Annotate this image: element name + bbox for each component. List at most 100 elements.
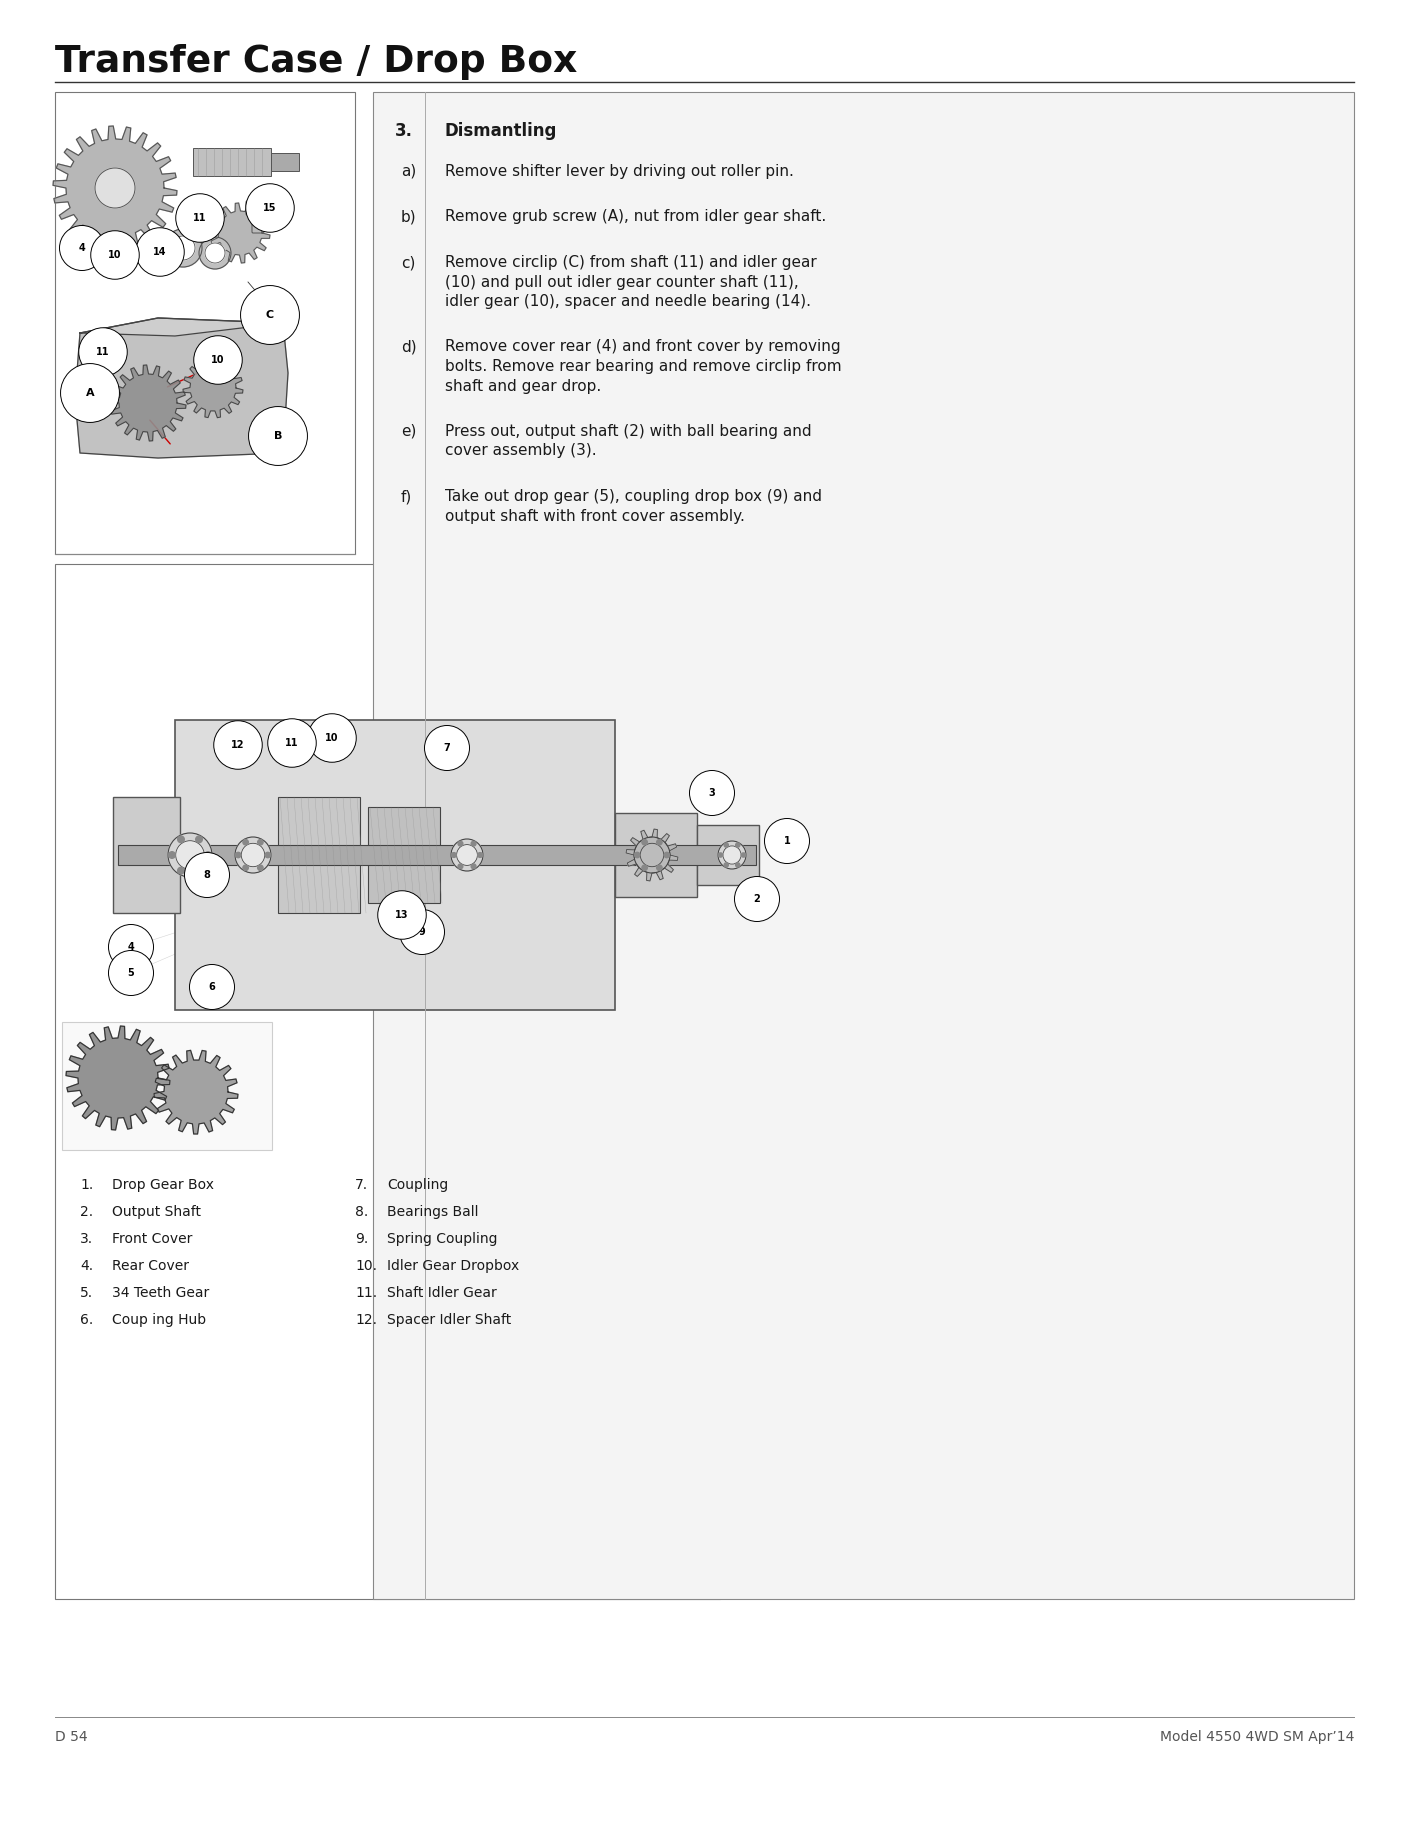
Circle shape	[735, 864, 740, 867]
Text: Transfer Case / Drop Box: Transfer Case / Drop Box	[55, 44, 578, 80]
Text: 14: 14	[154, 248, 166, 257]
Text: 10: 10	[108, 250, 121, 261]
Text: 10: 10	[211, 355, 225, 364]
Circle shape	[451, 853, 457, 858]
FancyBboxPatch shape	[113, 796, 180, 913]
Circle shape	[723, 845, 741, 864]
Circle shape	[657, 865, 662, 871]
Text: 1.: 1.	[80, 1179, 93, 1192]
Circle shape	[719, 842, 745, 869]
Circle shape	[657, 840, 662, 845]
Circle shape	[471, 842, 476, 845]
Polygon shape	[110, 364, 186, 441]
Text: e): e)	[402, 425, 417, 439]
Circle shape	[643, 865, 647, 871]
Circle shape	[204, 242, 225, 262]
Text: bolts. Remove rear bearing and remove circlip from: bolts. Remove rear bearing and remove ci…	[445, 359, 841, 374]
Text: Bearings Ball: Bearings Ball	[387, 1204, 479, 1219]
FancyBboxPatch shape	[62, 1022, 272, 1150]
FancyBboxPatch shape	[55, 91, 355, 554]
Circle shape	[196, 836, 203, 844]
Text: c): c)	[402, 255, 416, 270]
Text: Coup ing Hub: Coup ing Hub	[111, 1314, 206, 1326]
Text: Remove shifter lever by driving out roller pin.: Remove shifter lever by driving out roll…	[445, 164, 793, 179]
Circle shape	[258, 865, 263, 871]
Circle shape	[176, 840, 204, 869]
Text: 7.: 7.	[355, 1179, 368, 1192]
Text: d): d)	[402, 339, 417, 355]
FancyBboxPatch shape	[373, 91, 1354, 1600]
Polygon shape	[210, 202, 271, 262]
Text: 2.: 2.	[80, 1204, 93, 1219]
Text: Front Cover: Front Cover	[111, 1232, 193, 1246]
Circle shape	[643, 840, 647, 845]
Text: Remove grub screw (A), nut from idler gear shaft.: Remove grub screw (A), nut from idler ge…	[445, 210, 826, 224]
Circle shape	[258, 840, 263, 845]
Polygon shape	[66, 1026, 170, 1130]
Text: Spacer Idler Shaft: Spacer Idler Shaft	[387, 1314, 511, 1326]
Text: Press out, output shaft (2) with ball bearing and: Press out, output shaft (2) with ball be…	[445, 425, 812, 439]
Text: Take out drop gear (5), coupling drop box (9) and: Take out drop gear (5), coupling drop bo…	[445, 488, 821, 505]
Circle shape	[741, 853, 745, 856]
Text: a): a)	[402, 164, 416, 179]
Circle shape	[169, 851, 175, 858]
Polygon shape	[154, 1049, 238, 1133]
Circle shape	[640, 844, 664, 867]
Text: Idler Gear Dropbox: Idler Gear Dropbox	[387, 1259, 520, 1274]
Text: 13: 13	[396, 909, 409, 920]
Circle shape	[168, 833, 211, 876]
Text: 8: 8	[203, 869, 210, 880]
Text: Coupling: Coupling	[387, 1179, 448, 1192]
Circle shape	[178, 836, 185, 844]
Text: 4: 4	[128, 942, 134, 953]
Circle shape	[458, 842, 462, 845]
Text: 10.: 10.	[355, 1259, 378, 1274]
Text: Output Shaft: Output Shaft	[111, 1204, 201, 1219]
Circle shape	[664, 853, 669, 858]
FancyBboxPatch shape	[697, 825, 759, 885]
Text: 6.: 6.	[80, 1314, 93, 1326]
Text: 11: 11	[193, 213, 207, 222]
Text: output shaft with front cover assembly.: output shaft with front cover assembly.	[445, 508, 745, 523]
Text: 3.: 3.	[80, 1232, 93, 1246]
FancyBboxPatch shape	[252, 219, 263, 233]
Circle shape	[170, 237, 194, 261]
Text: 12: 12	[231, 740, 245, 751]
Text: 4.: 4.	[80, 1259, 93, 1274]
Circle shape	[242, 865, 248, 871]
Circle shape	[457, 845, 478, 865]
Text: D 54: D 54	[55, 1731, 87, 1744]
Circle shape	[235, 836, 271, 873]
Text: cover assembly (3).: cover assembly (3).	[445, 443, 596, 459]
Text: 11.: 11.	[355, 1286, 378, 1301]
Circle shape	[242, 840, 248, 845]
Text: 3: 3	[709, 787, 716, 798]
Circle shape	[204, 851, 211, 858]
Text: 10: 10	[325, 732, 338, 743]
Circle shape	[478, 853, 482, 858]
Polygon shape	[80, 319, 283, 335]
Polygon shape	[54, 126, 178, 250]
Text: shaft and gear drop.: shaft and gear drop.	[445, 379, 602, 394]
Text: 5.: 5.	[80, 1286, 93, 1301]
Text: Model 4550 4WD SM Apr’14: Model 4550 4WD SM Apr’14	[1160, 1731, 1354, 1744]
Text: 3.: 3.	[395, 122, 413, 140]
Circle shape	[94, 168, 135, 208]
FancyBboxPatch shape	[247, 200, 258, 215]
Text: Drop Gear Box: Drop Gear Box	[111, 1179, 214, 1192]
Circle shape	[471, 864, 476, 869]
Text: Remove cover rear (4) and front cover by removing: Remove cover rear (4) and front cover by…	[445, 339, 841, 355]
Text: 11: 11	[96, 346, 110, 357]
Circle shape	[724, 844, 728, 847]
Text: B: B	[273, 432, 282, 441]
Circle shape	[235, 853, 241, 858]
Text: 34 Teeth Gear: 34 Teeth Gear	[111, 1286, 210, 1301]
Circle shape	[719, 853, 723, 856]
Text: 15: 15	[263, 202, 276, 213]
Text: 7: 7	[444, 743, 451, 752]
Circle shape	[241, 844, 265, 867]
Text: 5: 5	[128, 967, 134, 978]
Text: 12.: 12.	[355, 1314, 378, 1326]
Text: b): b)	[402, 210, 417, 224]
Text: 4: 4	[79, 242, 86, 253]
